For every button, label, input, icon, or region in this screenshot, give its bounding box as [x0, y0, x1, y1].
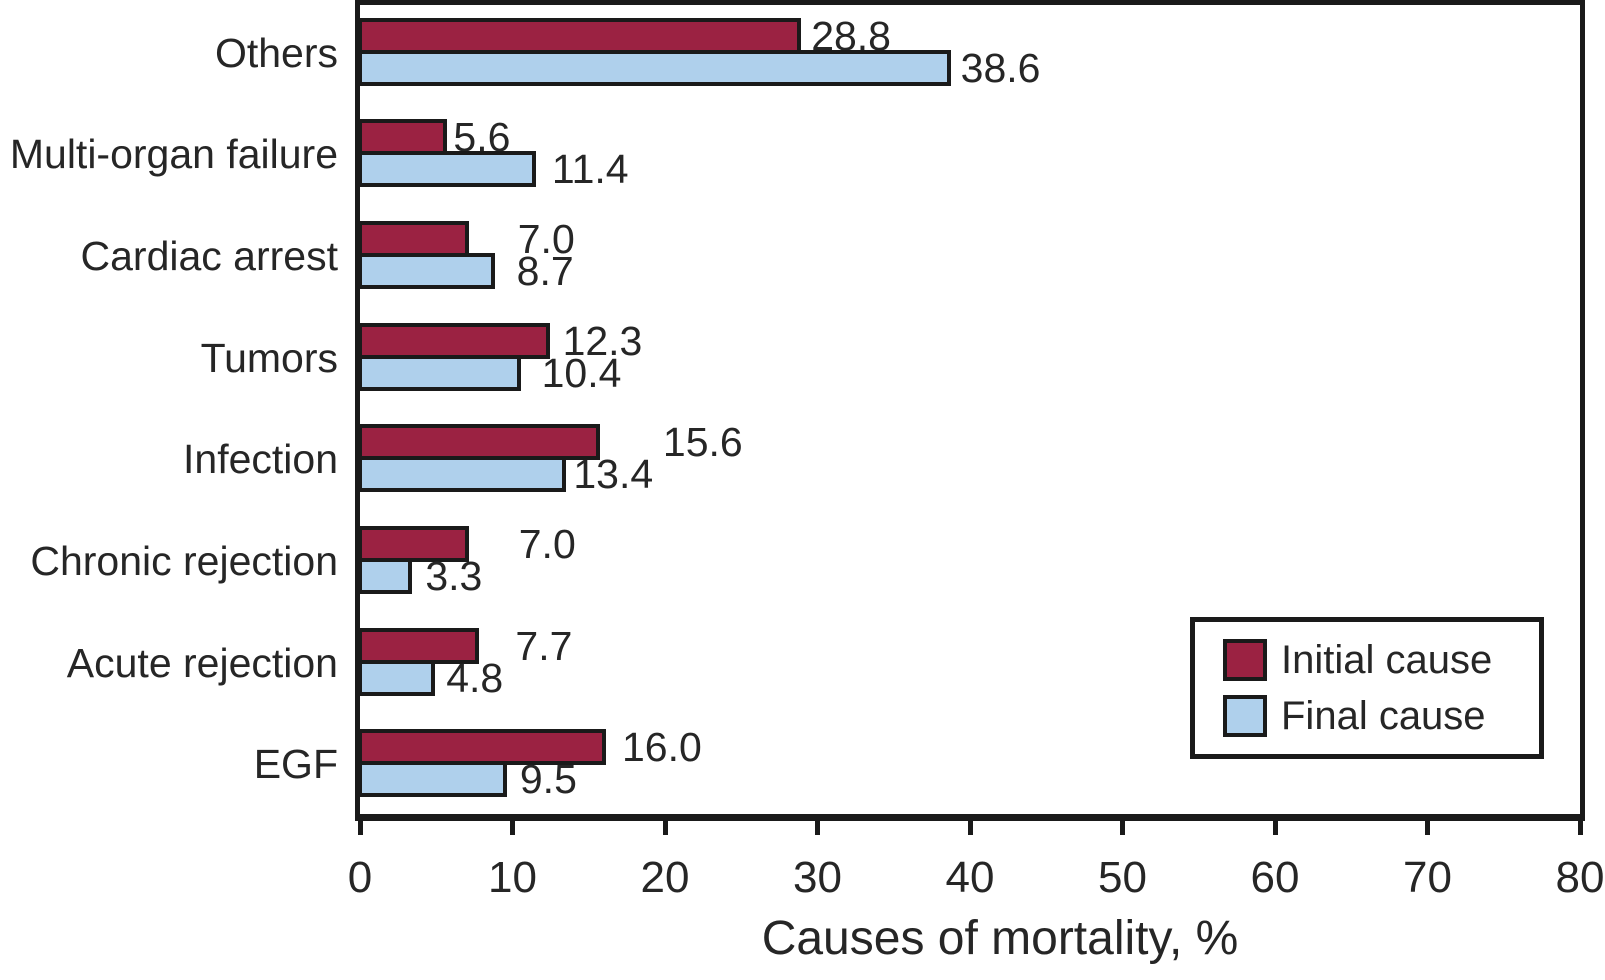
x-axis-tick	[662, 819, 668, 835]
final-cause-bar	[358, 557, 413, 594]
x-axis-tick-label: 70	[1403, 853, 1452, 902]
legend-box: Initial cause Final cause	[1190, 617, 1544, 759]
value-label: 12.3	[562, 317, 643, 364]
x-axis-tick	[1272, 819, 1278, 835]
initial-cause-bar	[358, 322, 550, 359]
legend-label: Final cause	[1281, 694, 1486, 738]
category-label: Infection	[183, 436, 338, 483]
value-label: 7.0	[517, 216, 575, 263]
final-cause-bar	[358, 253, 495, 290]
x-axis-tick-label: 40	[945, 853, 995, 902]
legend-item: Initial cause	[1223, 638, 1539, 682]
x-axis-tick-label: 10	[488, 853, 537, 902]
x-axis-tick-label: 20	[640, 853, 690, 902]
value-label: 3.3	[425, 552, 483, 599]
x-axis-tick	[510, 819, 515, 835]
category-label: Multi-organ failure	[9, 131, 338, 178]
x-axis-tick	[815, 819, 820, 835]
value-label: 10.4	[541, 349, 622, 396]
legend-item: Final cause	[1223, 694, 1539, 738]
value-label: 4.8	[446, 654, 504, 701]
initial-cause-bar	[358, 17, 802, 54]
legend-swatch-icon	[1223, 639, 1267, 681]
initial-cause-bar	[358, 525, 469, 562]
value-label: 7.7	[515, 622, 573, 669]
final-cause-bar	[358, 354, 521, 391]
initial-cause-bar	[358, 119, 448, 156]
final-cause-bar	[358, 49, 951, 86]
x-axis-tick-label: 80	[1555, 853, 1605, 902]
value-label: 11.4	[551, 146, 629, 193]
value-label: 8.7	[516, 248, 574, 295]
legend-label: Initial cause	[1281, 638, 1493, 682]
category-label: Cardiac arrest	[80, 233, 338, 280]
initial-cause-bar	[358, 221, 469, 258]
category-label: Tumors	[200, 334, 338, 381]
category-label: Acute rejection	[66, 639, 338, 686]
x-axis-tick	[1425, 819, 1430, 835]
value-label: 9.5	[519, 756, 577, 803]
category-label: EGF	[253, 741, 338, 788]
value-label: 7.0	[518, 520, 576, 567]
value-label: 15.6	[662, 419, 743, 466]
category-label: Others	[214, 29, 338, 76]
x-axis-tick	[967, 819, 973, 835]
x-axis-tick	[1577, 819, 1583, 835]
initial-cause-bar	[358, 424, 600, 461]
final-cause-bar	[358, 151, 536, 188]
x-axis-tick-label: 30	[793, 853, 842, 902]
category-label: Chronic rejection	[30, 537, 338, 584]
x-axis-tick	[357, 819, 363, 835]
x-axis-tick-label: 50	[1098, 853, 1147, 902]
x-axis-tick-label: 60	[1250, 853, 1300, 902]
value-label: 13.4	[573, 451, 654, 498]
value-label: 16.0	[622, 724, 702, 771]
final-cause-bar	[358, 761, 507, 798]
x-axis-title: Causes of mortality, %	[761, 912, 1239, 965]
x-axis-tick-label: 0	[347, 853, 373, 902]
value-label: 38.6	[960, 44, 1041, 91]
final-cause-bar	[358, 456, 567, 493]
x-axis-tick	[1120, 819, 1125, 835]
legend-swatch-icon	[1223, 695, 1267, 737]
final-cause-bar	[358, 659, 436, 696]
